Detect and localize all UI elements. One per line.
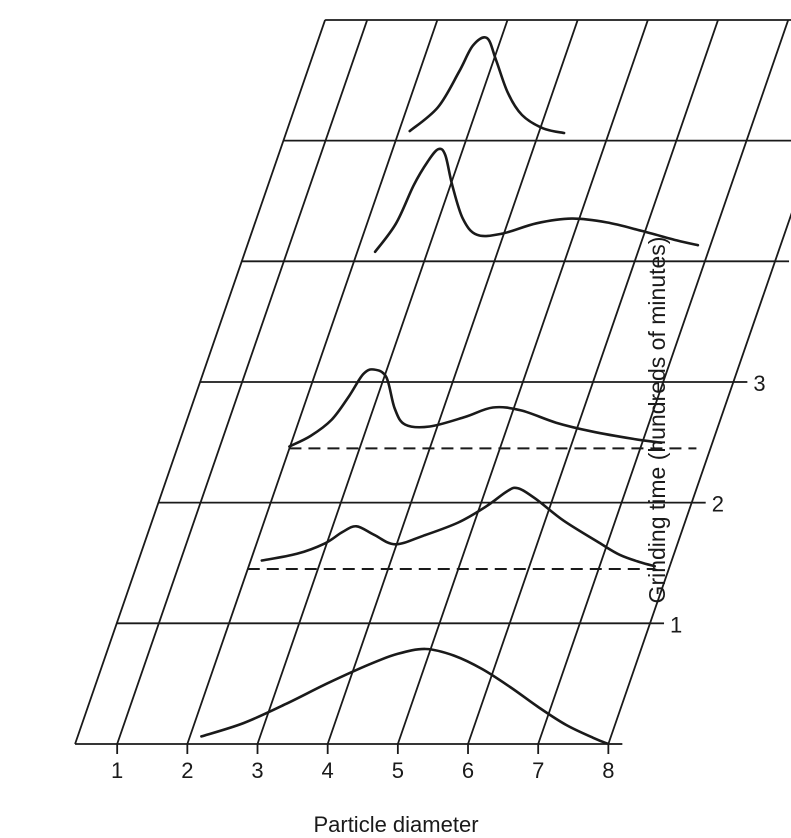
grid-column-line bbox=[537, 19, 790, 745]
y-axis-label: Grinding time (hundreds of minutes) bbox=[644, 237, 670, 604]
grid-column-line bbox=[326, 19, 579, 745]
x-tick-label: 6 bbox=[462, 758, 474, 783]
distribution-curve bbox=[288, 368, 663, 448]
grid-column-line bbox=[607, 212, 791, 745]
x-tick-labels: 1 2 3 4 5 6 7 8 bbox=[111, 758, 614, 783]
distribution-curve bbox=[373, 147, 700, 254]
x-tick-label: 1 bbox=[111, 758, 123, 783]
grid-column-line bbox=[396, 19, 649, 745]
grid-column-line bbox=[186, 19, 439, 745]
y-tick-label: 2 bbox=[712, 492, 724, 517]
distribution-curve bbox=[200, 647, 610, 746]
x-axis-label: Particle diameter bbox=[313, 812, 478, 837]
x-tick-label: 7 bbox=[532, 758, 544, 783]
distribution-curve bbox=[260, 486, 656, 568]
x-tick-label: 3 bbox=[251, 758, 263, 783]
x-tick-label: 5 bbox=[392, 758, 404, 783]
grid-column-line bbox=[467, 19, 719, 745]
grid-column-line bbox=[74, 19, 326, 745]
x-tick-label: 2 bbox=[181, 758, 193, 783]
grid-column-line bbox=[116, 19, 369, 745]
distribution-curves bbox=[200, 36, 700, 746]
x-tick-label: 8 bbox=[602, 758, 614, 783]
y-tick-label: 3 bbox=[753, 371, 765, 396]
grid bbox=[74, 19, 791, 754]
x-tick-label: 4 bbox=[322, 758, 334, 783]
dashed-baselines bbox=[247, 447, 697, 571]
distribution-curve bbox=[408, 36, 566, 135]
grid-column-line bbox=[256, 19, 509, 745]
y-tick-label: 1 bbox=[670, 612, 682, 637]
